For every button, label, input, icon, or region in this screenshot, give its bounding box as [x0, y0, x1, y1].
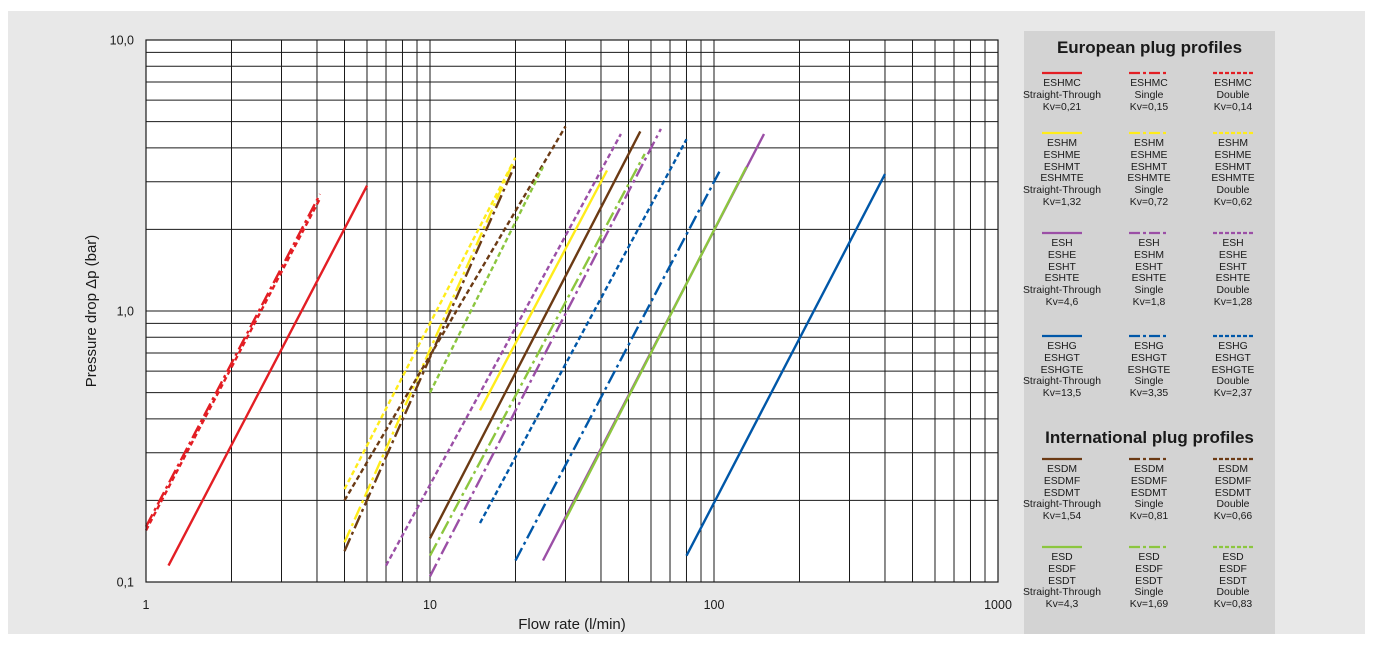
- legend-entry-label: ESDM ESDMF ESDMT Single Kv=0,81: [1129, 464, 1169, 523]
- legend-entry: ESHG ESHGT ESHGTE Double Kv=2,37: [1193, 334, 1273, 400]
- legend-swatch: [1213, 545, 1253, 549]
- legend-entry-label: ESHMC Double Kv=0,14: [1213, 78, 1253, 113]
- tick-labels: 1 10 100 1000 0,1 1,0 10,0: [110, 34, 1012, 613]
- legend-entry: ESDM ESDMF ESDMT Double Kv=0,66: [1193, 457, 1273, 523]
- legend-entry: ESHG ESHGT ESHGTE Single Kv=3,35: [1109, 334, 1189, 400]
- legend-entry-label: ESHG ESHGT ESHGTE Double Kv=2,37: [1211, 341, 1255, 400]
- legend-entry-label: ESHG ESHGT ESHGTE Single Kv=3,35: [1127, 341, 1171, 400]
- legend-entry: ESDM ESDMF ESDMT Straight-Through Kv=1,5…: [1022, 457, 1102, 523]
- series-line-dash: [384, 133, 622, 567]
- international-profiles-title: International plug profiles: [1045, 428, 1254, 447]
- legend-entry-label: ESD ESDF ESDT Single Kv=1,69: [1129, 552, 1169, 611]
- y-tick-label: 0,1: [117, 576, 134, 590]
- european-profiles-title: European plug profiles: [1056, 38, 1243, 57]
- legend-entry: ESDM ESDMF ESDMT Single Kv=0,81: [1109, 457, 1189, 523]
- legend: European plug profiles ESHMC Straight-Th…: [1022, 31, 1275, 634]
- legend-entry: ESHG ESHGT ESHGTE Straight-Through Kv=13…: [1022, 334, 1102, 400]
- legend-entry-label: ESHG ESHGT ESHGTE Straight-Through Kv=13…: [1023, 341, 1101, 400]
- series-line-solid: [685, 173, 887, 557]
- legend-swatch: [1042, 71, 1082, 75]
- legend-entry: ESHMC Single Kv=0,15: [1109, 71, 1189, 113]
- legend-entry: ESHM ESHME ESHMT ESHMTE Straight-Through…: [1022, 131, 1102, 209]
- legend-swatch: [1042, 457, 1082, 461]
- series-line-solid: [564, 166, 748, 521]
- legend-entry: ESHMC Straight-Through Kv=0,21: [1022, 71, 1102, 113]
- legend-swatch: [1129, 131, 1169, 135]
- x-axis-label: Flow rate (l/min): [518, 616, 626, 633]
- series-line-dash: [144, 197, 322, 531]
- legend-entry-label: ESD ESDF ESDT Straight-Through Kv=4,3: [1023, 552, 1101, 611]
- legend-entry-label: ESD ESDF ESDT Double Kv=0,83: [1213, 552, 1253, 611]
- series-line-dashdot: [514, 169, 722, 562]
- legend-entry: ESD ESDF ESDT Single Kv=1,69: [1109, 545, 1189, 611]
- legend-entry: ESH ESHM ESHT ESHTE Single Kv=1,8: [1109, 231, 1189, 309]
- legend-swatch: [1213, 231, 1253, 235]
- y-tick-label: 1,0: [117, 305, 134, 319]
- series-line-dashdot: [144, 193, 322, 528]
- x-tick-label: 100: [704, 598, 725, 612]
- legend-swatch: [1042, 231, 1082, 235]
- legend-swatch: [1213, 457, 1253, 461]
- legend-entry: ESH ESHE ESHT ESHTE Straight-Through Kv=…: [1022, 231, 1102, 309]
- series-line-solid: [428, 130, 642, 539]
- legend-swatch: [1042, 545, 1082, 549]
- x-tick-label: 10: [423, 598, 437, 612]
- series-line-dashdot: [343, 163, 517, 552]
- series-line-dash: [343, 125, 567, 502]
- legend-swatch: [1129, 545, 1169, 549]
- legend-swatch: [1129, 457, 1169, 461]
- x-tick-label: 1: [143, 598, 150, 612]
- x-tick-label: 1000: [984, 598, 1012, 612]
- legend-entry: ESD ESDF ESDT Double Kv=0,83: [1193, 545, 1273, 611]
- legend-entry: ESHMC Double Kv=0,14: [1193, 71, 1273, 113]
- legend-swatch: [1213, 71, 1253, 75]
- legend-entry-label: ESDM ESDMF ESDMT Straight-Through Kv=1,5…: [1023, 464, 1101, 523]
- series-line-solid: [167, 185, 369, 567]
- legend-entry-label: ESHMC Single Kv=0,15: [1129, 78, 1169, 113]
- series-line-solid: [478, 169, 609, 411]
- legend-entry: ESD ESDF ESDT Straight-Through Kv=4,3: [1022, 545, 1102, 611]
- legend-swatch: [1042, 334, 1082, 338]
- legend-swatch: [1042, 131, 1082, 135]
- y-tick-label: 10,0: [110, 34, 134, 48]
- legend-swatch: [1213, 131, 1253, 135]
- series-line-dashdot: [343, 156, 517, 543]
- legend-entry-label: ESHM ESHME ESHMT ESHMTE Double Kv=0,62: [1211, 138, 1255, 208]
- series-line-dashdot: [428, 153, 646, 557]
- legend-swatch: [1129, 71, 1169, 75]
- y-axis-label: Pressure drop Δp (bar): [83, 235, 100, 388]
- series-line-dash: [478, 138, 688, 524]
- legend-entry-label: ESH ESHE ESHT ESHTE Double Kv=1,28: [1213, 238, 1253, 308]
- legend-entry: ESH ESHE ESHT ESHTE Double Kv=1,28: [1193, 231, 1273, 309]
- plot-border: [145, 39, 999, 583]
- legend-entry-label: ESHMC Straight-Through Kv=0,21: [1023, 78, 1101, 113]
- legend-entry-label: ESH ESHM ESHT ESHTE Single Kv=1,8: [1131, 238, 1167, 308]
- legend-swatch: [1213, 334, 1253, 338]
- series-line-dash: [343, 163, 514, 490]
- grid: [146, 40, 998, 582]
- series-group: [144, 125, 887, 577]
- legend-swatch: [1129, 231, 1169, 235]
- series-line-dash: [428, 166, 545, 394]
- legend-entry-label: ESDM ESDMF ESDMT Double Kv=0,66: [1213, 464, 1253, 523]
- legend-swatch: [1129, 334, 1169, 338]
- legend-entry: ESHM ESHME ESHMT ESHMTE Single Kv=0,72: [1109, 131, 1189, 209]
- legend-entry-label: ESH ESHE ESHT ESHTE Straight-Through Kv=…: [1023, 238, 1101, 308]
- legend-entry-label: ESHM ESHME ESHMT ESHMTE Straight-Through…: [1023, 138, 1101, 208]
- series-line-dashdot: [428, 128, 662, 577]
- legend-entry-label: ESHM ESHME ESHMT ESHMTE Single Kv=0,72: [1127, 138, 1171, 208]
- legend-entry: ESHM ESHME ESHMT ESHMTE Double Kv=0,62: [1193, 131, 1273, 209]
